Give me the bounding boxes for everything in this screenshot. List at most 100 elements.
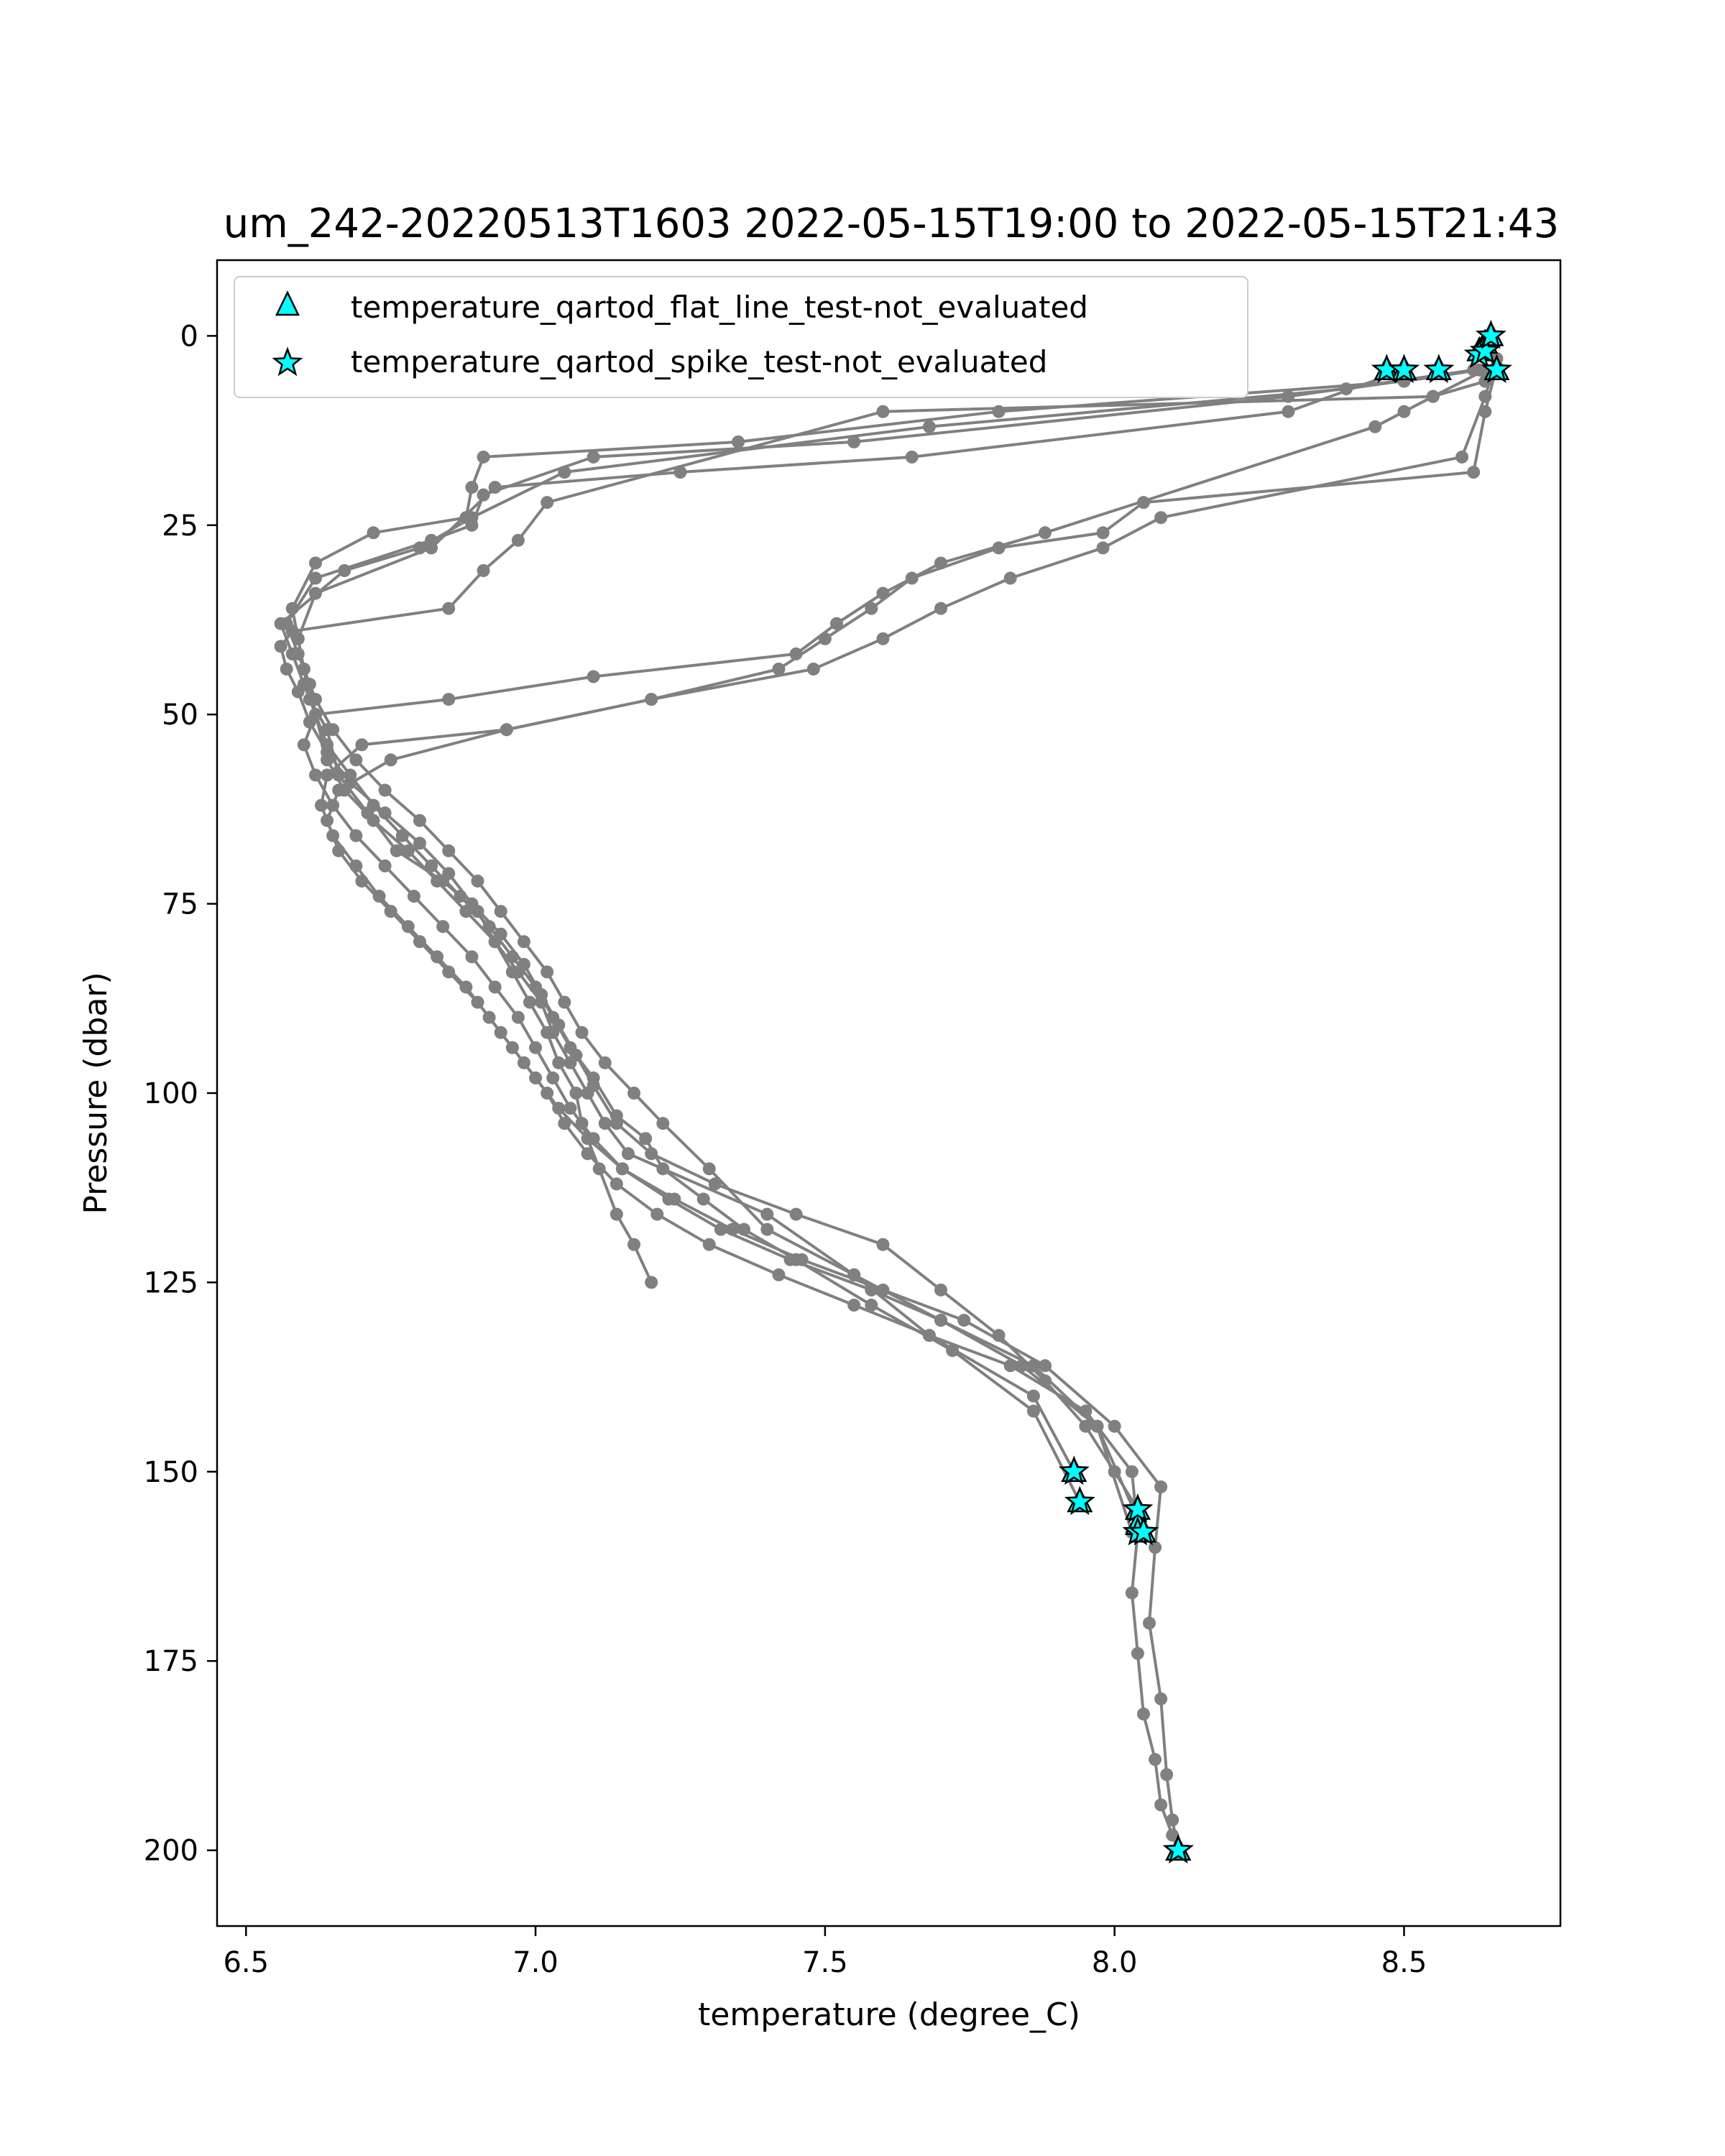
profile-point (1131, 1646, 1144, 1660)
profile-point (1154, 1692, 1168, 1705)
profile-point (1149, 1753, 1162, 1766)
profile-point (592, 1162, 606, 1176)
profile-point (1003, 571, 1017, 585)
profile-point (1455, 450, 1469, 464)
profile-point (1096, 526, 1110, 540)
profile-point (581, 1132, 594, 1146)
profile-point (372, 890, 386, 903)
x-axis: 6.5 7.0 7.5 8.0 8.5 (223, 1926, 1427, 1979)
y-tick-label: 125 (144, 1266, 198, 1299)
profile-point (732, 435, 745, 448)
profile-point (610, 1177, 623, 1191)
y-axis-label: Pressure (dbar) (78, 972, 114, 1214)
spike-flag-marker (1058, 1455, 1090, 1485)
profile-point (552, 1056, 566, 1069)
profile-point (934, 1283, 948, 1296)
profile-point (558, 466, 571, 479)
profile-point (1282, 405, 1295, 418)
profile-point (1079, 1419, 1092, 1433)
profile-point (1125, 1586, 1138, 1600)
profile-point (934, 602, 948, 615)
legend-box (234, 276, 1248, 398)
profile-point (413, 837, 426, 850)
profile-point (575, 1026, 589, 1039)
profile-point (1026, 1404, 1040, 1418)
profile-point (442, 965, 456, 979)
x-tick-label: 6.5 (223, 1946, 269, 1979)
profile-point (540, 1087, 554, 1100)
profile-point (523, 995, 537, 1009)
profile-line (326, 335, 1499, 1851)
profile-point (627, 1238, 641, 1251)
spike-flag-marker (1128, 1516, 1159, 1546)
profile-point (488, 980, 502, 994)
profile-point (552, 1018, 566, 1032)
profile-point (291, 632, 305, 645)
flag-markers-layer (1058, 319, 1512, 1864)
profile-point (425, 541, 438, 555)
profile-point (772, 1268, 786, 1281)
legend-star-marker-icon (272, 346, 303, 377)
spike-flag-marker (1122, 1493, 1154, 1523)
profile-point (367, 814, 380, 827)
profile-point (517, 935, 530, 949)
profile-point (459, 980, 473, 994)
profile-point (349, 753, 363, 767)
profile-line (279, 368, 1480, 1503)
profile-point (1154, 1798, 1168, 1812)
x-tick-label: 8.0 (1092, 1946, 1138, 1979)
profile-point (540, 965, 554, 979)
profile-point (425, 859, 438, 872)
profile-point (546, 1071, 560, 1084)
profile-point (517, 1056, 530, 1069)
profile-point (332, 844, 346, 857)
profile-point (1478, 390, 1492, 403)
profile-point (645, 1147, 658, 1161)
profile-point (338, 563, 351, 577)
profile-point (1467, 466, 1481, 479)
profile-point (627, 1087, 641, 1100)
profile-point (922, 420, 936, 433)
profile-point (378, 806, 392, 820)
profile-point (431, 950, 444, 964)
profile-point (610, 1207, 623, 1221)
profile-point (1154, 511, 1168, 525)
profile-point (401, 920, 415, 934)
profile-point (535, 988, 548, 1002)
y-tick-label: 200 (144, 1835, 198, 1868)
profile-point (384, 753, 397, 767)
profile-point (615, 1162, 629, 1176)
profile-point (876, 1238, 890, 1251)
profile-point (471, 874, 484, 888)
profile-point (1125, 1465, 1138, 1478)
x-tick-label: 7.0 (512, 1946, 558, 1979)
profile-point (378, 783, 392, 797)
profile-point (413, 814, 426, 827)
profile-point (586, 670, 600, 683)
spike-flag-marker (1064, 1485, 1095, 1516)
profile-point (378, 859, 392, 872)
profile-point (645, 1276, 658, 1289)
profile-point (407, 890, 420, 903)
profile-point (500, 723, 513, 737)
y-tick-label: 100 (144, 1077, 198, 1110)
profile-point (384, 905, 397, 918)
profile-point (442, 602, 456, 615)
profile-point (598, 1117, 612, 1130)
profile-point (321, 768, 334, 782)
profile-point (1154, 1480, 1168, 1493)
profile-point (725, 1222, 739, 1236)
profile-point (321, 814, 334, 827)
profile-point (315, 798, 328, 812)
profile-point (465, 897, 479, 911)
spike-flag-marker (1423, 354, 1455, 383)
profile-point (586, 450, 600, 464)
profile-point (760, 1222, 774, 1236)
chart-title: um_242-20220513T1603 2022-05-15T19:00 to… (224, 201, 1560, 247)
profile-point (598, 1056, 612, 1069)
x-tick-label: 7.5 (802, 1946, 848, 1979)
profile-point (702, 1238, 716, 1251)
profile-point (477, 450, 490, 464)
profile-point (650, 1207, 664, 1221)
